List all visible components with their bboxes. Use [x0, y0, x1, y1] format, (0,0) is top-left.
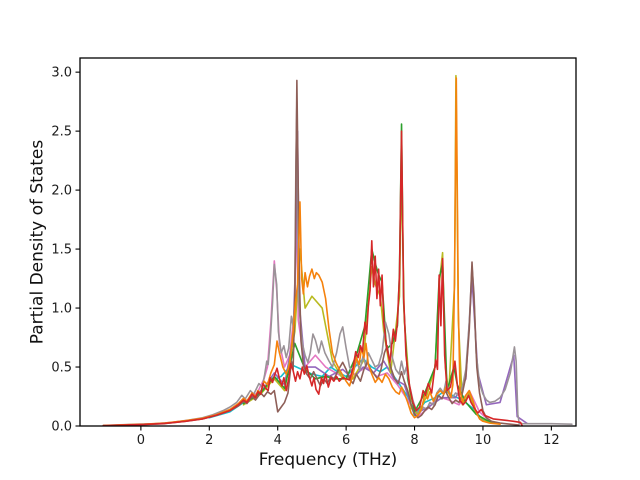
x-tick-label: 10 [475, 433, 492, 448]
y-axis-ticks: 0.0 0.5 1.0 1.5 2.0 2.5 3.0 [51, 66, 80, 435]
y-tick-label: 3.0 [51, 66, 72, 81]
series-red [102, 130, 524, 426]
y-tick-label: 0.0 [51, 420, 72, 435]
x-axis-ticks: 0 2 4 6 8 10 12 [137, 426, 560, 448]
y-axis-label: Partial Density of States [27, 139, 48, 345]
x-tick-label: 8 [410, 433, 418, 448]
series-olive [242, 74, 498, 425]
y-tick-label: 1.5 [51, 243, 72, 258]
series-group [102, 74, 573, 426]
x-tick-label: 6 [342, 433, 350, 448]
x-tick-label: 2 [205, 433, 213, 448]
x-axis-label: Frequency (THz) [258, 450, 398, 470]
x-tick-label: 0 [137, 433, 145, 448]
y-tick-label: 2.5 [51, 125, 72, 140]
x-tick-label: 12 [543, 433, 560, 448]
series-orange [102, 77, 501, 426]
series-taupe [102, 79, 520, 426]
y-tick-label: 1.0 [51, 302, 72, 317]
x-tick-label: 4 [274, 433, 282, 448]
plot-spines [79, 57, 577, 427]
y-tick-label: 0.5 [51, 361, 72, 376]
y-tick-label: 2.0 [51, 184, 72, 199]
